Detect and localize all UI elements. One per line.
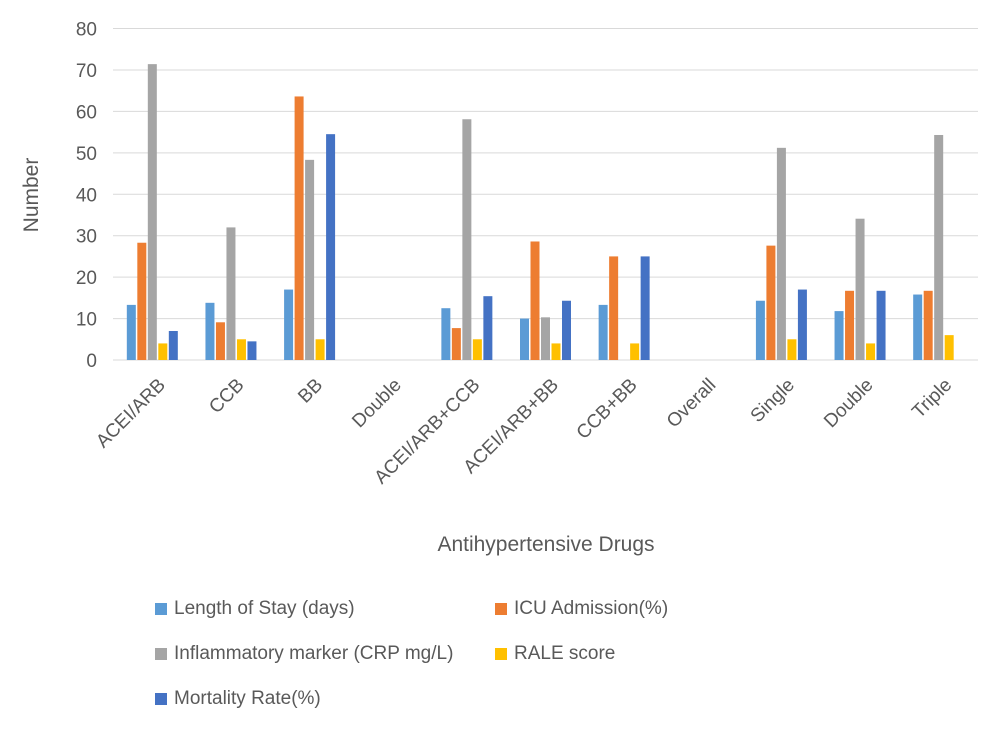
x-tick-label: Triple	[908, 375, 956, 423]
bar	[247, 341, 257, 360]
legend-label: Mortality Rate(%)	[174, 688, 321, 709]
bar	[520, 318, 529, 360]
bar	[598, 304, 608, 360]
bar	[483, 296, 493, 360]
bar	[834, 311, 844, 360]
legend-swatch	[155, 693, 167, 705]
bar	[315, 339, 325, 360]
bar	[205, 302, 215, 360]
y-tick-label: 40	[76, 185, 97, 206]
legend-label: Inflammatory marker (CRP mg/L)	[174, 643, 454, 664]
bar	[215, 322, 225, 360]
bar	[168, 330, 178, 360]
bar	[755, 300, 765, 360]
legend-label: RALE score	[514, 643, 616, 664]
y-tick-label: 70	[76, 61, 97, 82]
bar	[541, 317, 550, 360]
bar	[126, 304, 136, 360]
bar	[609, 256, 619, 360]
x-tick-label: CCB	[205, 375, 248, 418]
bar	[451, 328, 461, 360]
bar	[236, 339, 246, 360]
bar	[913, 294, 923, 360]
x-tick-label: BB	[294, 375, 327, 408]
y-tick-label: 50	[76, 144, 97, 165]
legend-swatch	[155, 648, 167, 660]
legend-swatch	[155, 603, 167, 615]
legend-item: RALE score	[495, 643, 615, 665]
bar	[787, 339, 797, 360]
bar	[551, 343, 561, 360]
y-tick-label: 60	[76, 102, 97, 123]
legend-swatch	[495, 648, 507, 660]
bar	[866, 343, 876, 360]
legend-swatch	[495, 603, 507, 615]
bar	[630, 343, 640, 360]
y-axis-ticks: 0 10 20 30 40 50 60 70 80	[76, 20, 97, 373]
x-tick-label: ACEI/ARB	[92, 375, 170, 453]
x-tick-label: Single	[747, 375, 799, 427]
bar	[462, 119, 472, 360]
bar	[923, 290, 933, 360]
bar	[284, 289, 294, 360]
x-tick-label: CCB+BB	[573, 375, 642, 444]
y-tick-label: 20	[76, 268, 97, 289]
x-axis-title: Antihypertensive Drugs	[437, 533, 654, 556]
legend-item: Mortality Rate(%)	[155, 688, 321, 710]
bar	[530, 241, 540, 360]
bar	[855, 218, 865, 360]
bar	[137, 242, 147, 360]
legend-label: ICU Admission(%)	[514, 598, 669, 619]
gridlines	[113, 28, 978, 361]
y-axis-title: Number	[20, 158, 43, 233]
bar	[305, 159, 315, 360]
bar	[934, 134, 944, 360]
bar	[226, 227, 236, 360]
bar	[326, 134, 336, 360]
bar	[294, 96, 304, 361]
bar	[562, 300, 571, 360]
bar	[776, 147, 786, 360]
bar	[158, 343, 168, 360]
bar	[944, 335, 954, 360]
bar	[147, 64, 157, 360]
bar	[441, 308, 451, 360]
bar	[845, 290, 855, 360]
x-axis-ticks: ACEI/ARB CCB BB DoubleACEI/ARB+CCBACEI/ARB+…	[92, 375, 956, 489]
bar	[876, 290, 886, 360]
x-tick-label: Overall	[663, 375, 720, 432]
x-tick-label: Double	[820, 375, 877, 432]
bar	[640, 256, 650, 360]
bar	[472, 339, 482, 360]
legend-label: Length of Stay (days)	[174, 598, 355, 619]
bars	[126, 64, 954, 361]
y-tick-label: 0	[86, 351, 97, 372]
bar	[766, 245, 776, 360]
x-tick-label: Double	[348, 375, 405, 432]
legend-item: Inflammatory marker (CRP mg/L)	[155, 643, 453, 665]
legend-item: Length of Stay (days)	[155, 598, 355, 620]
y-tick-label: 30	[76, 227, 97, 248]
bar	[797, 289, 807, 360]
y-tick-label: 10	[76, 310, 97, 331]
legend-item: ICU Admission(%)	[495, 598, 668, 620]
y-tick-label: 80	[76, 20, 97, 41]
